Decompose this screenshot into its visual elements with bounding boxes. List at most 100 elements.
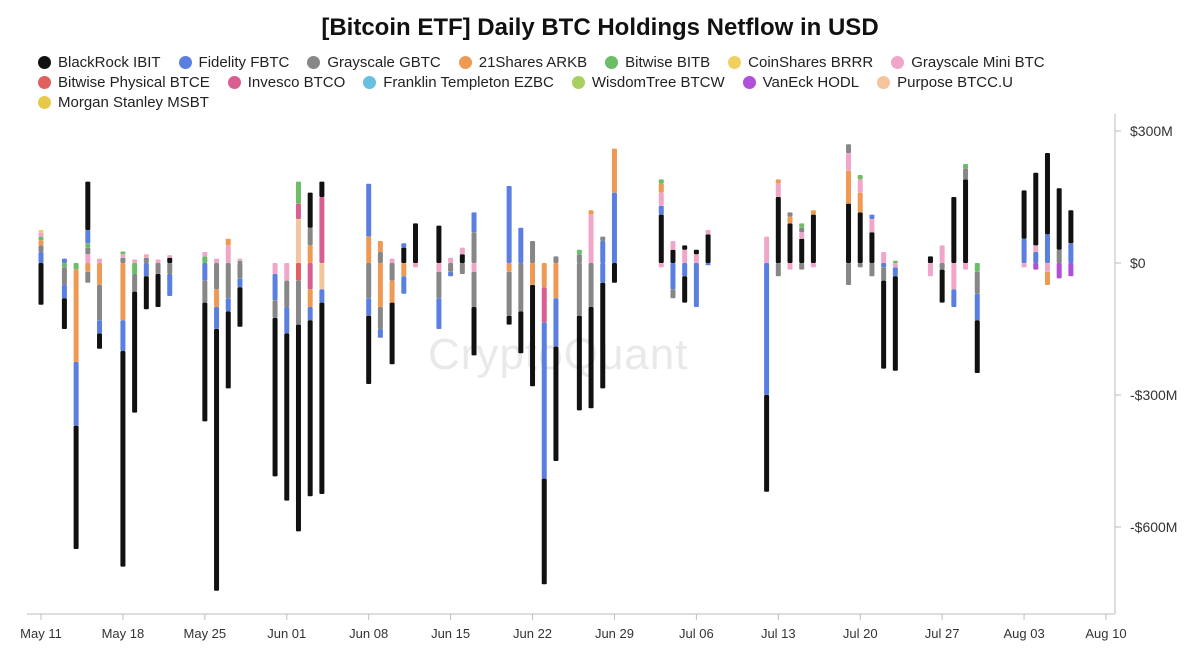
bar-segment (401, 276, 407, 294)
bar-segment (377, 263, 383, 307)
bar-segment (541, 263, 547, 288)
bar-segment (155, 263, 161, 274)
bar-segment (658, 263, 664, 268)
legend-item[interactable]: Grayscale Mini BTC (891, 54, 1045, 71)
bar-segment (202, 263, 208, 281)
y-tick-label: $300M (1130, 123, 1173, 139)
bar-segment (436, 263, 442, 272)
bar-segment (506, 186, 512, 263)
bar-segment (272, 274, 278, 301)
bar-segment (97, 263, 103, 285)
bar-segment (974, 293, 980, 321)
bar-segment (272, 318, 278, 477)
bar-segment (670, 289, 676, 299)
bar-segment (658, 179, 664, 184)
bar-segment (319, 289, 325, 303)
bar-segment (307, 227, 313, 246)
bar-segment (611, 263, 617, 283)
bar-segment (810, 263, 816, 268)
bar-segment (366, 298, 372, 316)
bar-segment (389, 302, 395, 365)
bar-segment (237, 263, 243, 279)
bar-segment (97, 320, 103, 334)
bar-segment (576, 263, 582, 316)
legend-item[interactable]: Grayscale GBTC (307, 54, 441, 71)
bar-segment (787, 223, 793, 263)
legend-item[interactable]: Fidelity FBTC (178, 54, 289, 71)
legend-label: Purpose BTCC.U (897, 74, 1013, 91)
y-tick-label: -$600M (1130, 519, 1177, 535)
legend-item[interactable]: CoinShares BRRR (728, 54, 873, 71)
bar-segment (284, 333, 290, 501)
bar-segment (658, 183, 664, 193)
bar-segment (600, 282, 606, 389)
bar-segment (202, 302, 208, 422)
bar-segment (97, 285, 103, 321)
bar-segment (939, 245, 945, 263)
legend-item[interactable]: Invesco BTCO (227, 74, 345, 91)
bar-segment (202, 252, 208, 257)
bar-segment (202, 256, 208, 263)
legend-item[interactable]: Purpose BTCC.U (877, 74, 1013, 91)
bar-segment (307, 245, 313, 263)
bar-segment (1056, 263, 1062, 279)
bar-segment (295, 280, 301, 325)
bar-segment (1021, 263, 1027, 268)
legend-item[interactable]: Bitwise BITB (605, 54, 710, 71)
bar-segment (38, 245, 44, 252)
bar-segment (553, 256, 559, 263)
bar-segment (389, 263, 395, 281)
bar-segment (658, 192, 664, 206)
bar-segment (307, 320, 313, 497)
bar-segment (471, 271, 477, 307)
legend-item[interactable]: WisdomTree BTCW (571, 74, 725, 91)
bar-segment (1068, 243, 1074, 263)
bar-segment (366, 236, 372, 263)
bar-segment (553, 346, 559, 461)
bar-segment (120, 351, 126, 567)
bar-segment (892, 276, 898, 371)
bar-segment (307, 307, 313, 321)
bar-segment (366, 315, 372, 384)
bar-segment (85, 243, 91, 248)
bar-segment (237, 278, 243, 288)
legend-swatch (38, 76, 51, 89)
legend-item[interactable]: Bitwise Physical BTCE (38, 74, 210, 91)
legend-label: Bitwise Physical BTCE (58, 74, 210, 91)
legend-item[interactable]: 21Shares ARKB (458, 54, 587, 71)
bar-segment (237, 258, 243, 261)
bar-segment (459, 263, 465, 274)
bar-segment (799, 263, 805, 270)
legend-label: Bitwise BITB (625, 54, 711, 71)
legend-item[interactable]: Franklin Templeton EZBC (363, 74, 554, 91)
bar-segment (799, 232, 805, 239)
bar-segment (1021, 190, 1027, 239)
bar-segment (401, 263, 407, 277)
legend-item[interactable]: VanEck HODL (742, 74, 859, 91)
bar-segment (857, 179, 863, 193)
bar-segment (576, 254, 582, 263)
bar-segment (682, 276, 688, 303)
bar-segment (869, 263, 875, 277)
x-tick-label: May 18 (102, 626, 145, 641)
bar-segment (1033, 245, 1039, 252)
legend-swatch (891, 56, 905, 69)
bar-segment (588, 263, 594, 307)
bar-segment (85, 247, 91, 255)
bar-segment (97, 333, 103, 349)
legend-item[interactable]: Morgan Stanley MSBT (38, 94, 209, 111)
legend-item[interactable]: BlackRock IBIT (38, 54, 161, 71)
bar-segment (869, 214, 875, 219)
bar-segment (448, 263, 454, 272)
legend-label: CoinShares BRRR (748, 54, 874, 71)
bar-segment (764, 395, 770, 492)
bar-segment (295, 219, 301, 263)
x-tick-label: Jun 08 (349, 626, 388, 641)
bar-segment (38, 240, 44, 246)
bar-segment (73, 425, 79, 549)
bar-segment (155, 274, 161, 307)
bar-segment (881, 263, 887, 268)
bar-segment (377, 241, 383, 252)
bar-segment (448, 257, 454, 263)
bar-segment (541, 287, 547, 323)
